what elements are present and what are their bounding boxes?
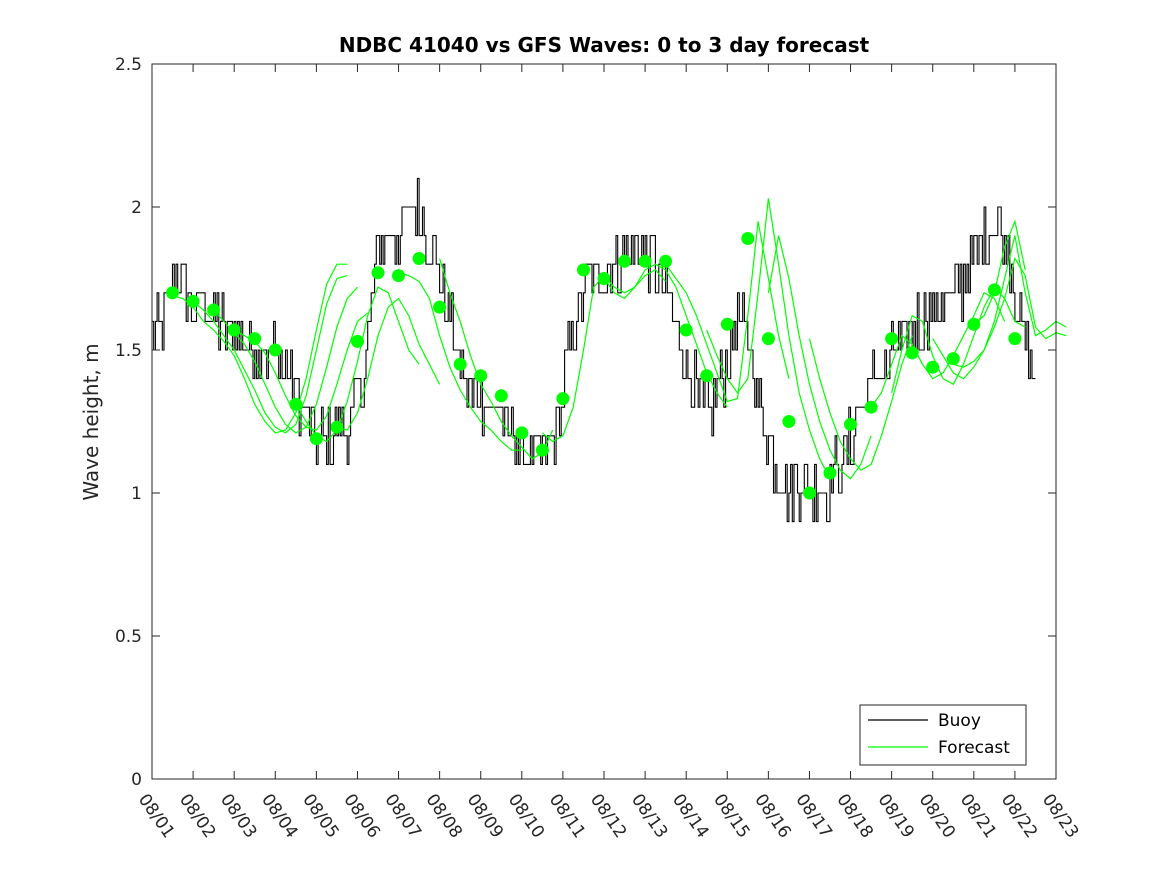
plot-background [152,64,1056,779]
forecast-line-17 [932,235,1067,380]
forecast-marker [371,266,385,280]
forecast-marker [412,252,426,265]
forecast-marker [535,443,549,457]
forecast-marker [392,269,405,283]
legend-buoy-label: Buoy [938,711,981,731]
forecast-marker [186,294,200,308]
legend-forecast-label: Forecast [938,738,1010,758]
forecast-marker [967,317,981,331]
buoy-line [152,177,1036,523]
forecast-marker [268,343,282,357]
forecast-marker [659,254,673,268]
forecast-marker [330,420,344,434]
forecast-marker [618,254,631,268]
y-tick-label: 2.5 [115,55,142,75]
forecast-line-12 [706,198,831,479]
forecast-marker [166,286,179,300]
forecast-marker [289,397,303,411]
forecast-line-13 [767,235,872,480]
y-tick-label: 2 [131,198,142,218]
forecast-line-8 [439,258,554,460]
forecast-marker [700,369,714,383]
plot-area [151,63,1067,780]
forecast-marker [597,272,611,285]
buoy-series [152,177,1036,523]
forecast-marker [720,317,734,331]
forecast-line-15 [870,291,1006,408]
forecast-line-6 [336,297,441,431]
forecast-marker [864,400,878,414]
forecast-marker [474,369,488,383]
forecast-marker [905,346,919,360]
forecast-marker [1008,332,1022,346]
y-tick-label: 0 [131,770,142,790]
y-axis-label: Wave height, m [79,343,103,500]
y-tick-label: 0.5 [115,627,142,647]
forecast-marker [207,303,221,317]
y-tick-label: 1.5 [115,341,142,361]
forecast-marker [494,389,508,403]
forecast-marker [803,486,816,500]
forecast-marker [679,323,693,337]
forecast-line-11 [665,221,790,403]
forecast-marker [309,432,323,446]
forecast-line-1 [172,263,348,434]
forecast-marker [248,332,262,346]
forecast-line-19 [973,219,1026,325]
forecast-line-14 [808,335,913,471]
forecast-markers [166,232,1022,500]
forecast-marker [741,232,755,245]
forecast-marker [823,466,837,480]
forecast-line-7 [398,272,522,451]
forecast-marker [351,334,364,348]
forecast-marker [761,332,775,346]
forecast-marker [926,360,940,374]
legend: Buoy Forecast [859,704,1027,766]
forecast-line-18 [953,256,1067,368]
forecast-line-16 [891,286,1026,394]
forecast-line-3 [213,286,358,434]
forecast-marker [885,332,899,346]
forecast-line-2 [192,275,348,434]
forecast-marker [946,352,960,366]
forecast-marker [515,426,529,440]
forecast-marker [453,357,467,371]
forecast-marker [433,300,447,314]
forecast-marker [577,263,590,277]
forecast-marker [638,254,652,268]
forecast-marker [227,323,241,337]
forecast-marker [844,417,857,431]
legend-box [859,704,1027,766]
forecast-marker [556,392,570,406]
chart-title: NDBC 41040 vs GFS Waves: 0 to 3 day fore… [339,33,870,57]
forecast-marker [987,283,1001,297]
y-tick-label: 1 [131,484,142,504]
forecast-marker [782,415,796,428]
